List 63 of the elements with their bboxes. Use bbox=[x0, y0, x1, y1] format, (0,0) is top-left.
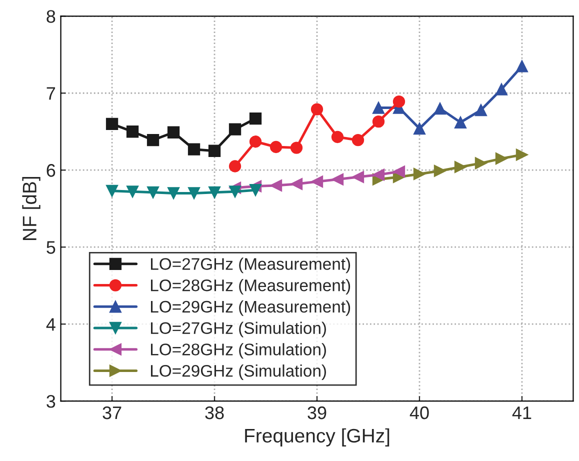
point bbox=[474, 157, 488, 170]
y-tick-label: 7 bbox=[46, 87, 56, 100]
point bbox=[167, 187, 180, 200]
y-tick-label: 4 bbox=[46, 318, 56, 331]
point bbox=[352, 134, 364, 146]
x-tick-label: 41 bbox=[512, 406, 532, 420]
point bbox=[454, 116, 467, 128]
point bbox=[495, 152, 508, 165]
point bbox=[413, 168, 426, 180]
legend-label: LO=28GHz (Simulation) bbox=[150, 343, 326, 359]
y-tick-label: 5 bbox=[46, 241, 56, 254]
point bbox=[228, 160, 242, 172]
point bbox=[146, 134, 160, 146]
point bbox=[126, 126, 139, 138]
point bbox=[454, 160, 467, 174]
y-tick-label: 8 bbox=[46, 10, 56, 23]
legend-label: LO=28GHz (Measurement) bbox=[150, 279, 350, 295]
point bbox=[208, 186, 221, 199]
legend-label: LO=27GHz (Simulation) bbox=[150, 322, 326, 338]
point bbox=[310, 103, 324, 116]
x-tick-label: 39 bbox=[308, 406, 326, 420]
point bbox=[310, 176, 324, 188]
point bbox=[167, 126, 180, 138]
legend-label: LO=29GHz (Simulation) bbox=[150, 364, 326, 380]
point bbox=[331, 173, 344, 186]
point bbox=[146, 186, 160, 199]
point bbox=[392, 96, 406, 108]
point bbox=[474, 104, 488, 116]
x-tick-label: 37 bbox=[102, 406, 122, 420]
point bbox=[106, 118, 118, 130]
legend-label: LO=29GHz (Measurement) bbox=[150, 300, 350, 316]
x-axis-title: Frequency [GHz] bbox=[245, 428, 390, 446]
point bbox=[249, 136, 262, 148]
point bbox=[372, 168, 385, 181]
point bbox=[106, 184, 118, 197]
point bbox=[331, 130, 344, 144]
y-axis-title: NF [dB] bbox=[22, 177, 40, 240]
point bbox=[188, 187, 200, 200]
x-tick-label: 40 bbox=[410, 406, 429, 420]
y-tick-label: 6 bbox=[46, 164, 56, 177]
point bbox=[228, 186, 242, 198]
point bbox=[372, 116, 385, 128]
point bbox=[495, 83, 508, 96]
point bbox=[516, 60, 528, 72]
point bbox=[434, 164, 446, 177]
point bbox=[290, 178, 303, 190]
point bbox=[228, 123, 242, 136]
point bbox=[290, 142, 303, 154]
x-tick-label: 38 bbox=[205, 406, 224, 420]
point bbox=[516, 148, 528, 161]
point bbox=[372, 102, 385, 114]
point bbox=[392, 166, 406, 178]
point bbox=[249, 184, 262, 196]
point bbox=[413, 122, 426, 135]
y-tick-label: 3 bbox=[46, 395, 56, 408]
point bbox=[249, 112, 262, 125]
legend-label: LO=27GHz (Measurement) bbox=[150, 258, 350, 274]
point bbox=[352, 170, 364, 184]
point bbox=[270, 140, 282, 154]
point bbox=[208, 144, 221, 157]
point bbox=[126, 186, 139, 198]
point bbox=[434, 102, 446, 115]
point bbox=[188, 143, 200, 156]
